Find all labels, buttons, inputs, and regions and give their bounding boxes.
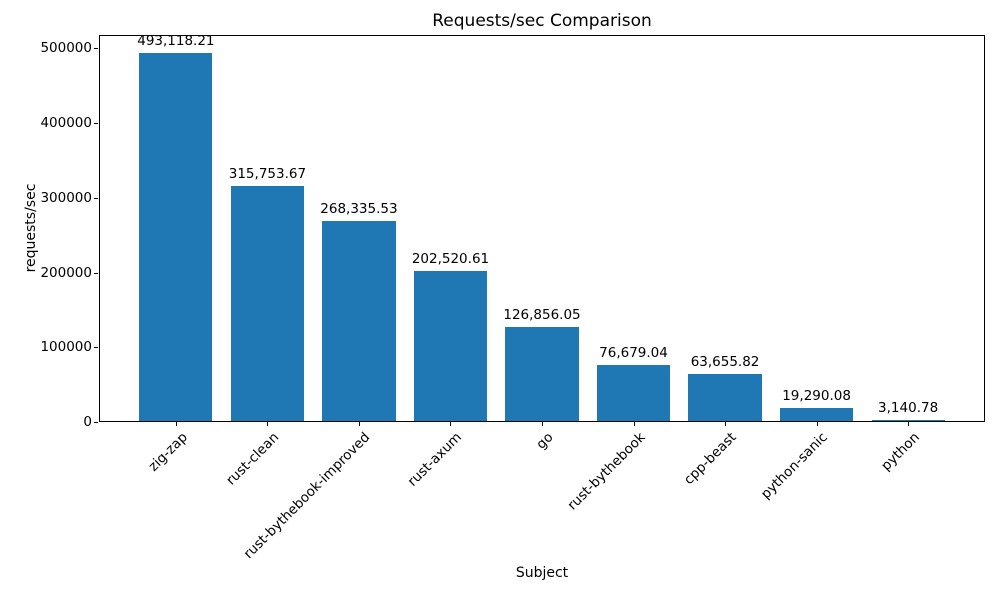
- y-tick-label: 300000: [40, 189, 92, 206]
- bar-rust-bythebook: [596, 364, 671, 421]
- x-tick: [358, 422, 360, 426]
- y-tick-label: 400000: [40, 115, 92, 132]
- bar-value-label: 202,520.61: [411, 250, 490, 267]
- bar-value-label: 3,140.78: [878, 399, 939, 416]
- bar-value-label: 493,118.21: [137, 33, 215, 50]
- bar-value-label: 126,856.05: [503, 307, 581, 324]
- y-tick: [94, 422, 98, 423]
- bar-value-label: 19,290.08: [782, 387, 851, 404]
- bar-value-label: 315,753.67: [228, 165, 307, 182]
- x-tick: [725, 422, 727, 426]
- x-tick: [908, 422, 910, 426]
- y-axis-label: requests/sec: [23, 183, 39, 273]
- x-tick: [542, 422, 543, 426]
- x-axis-label: Subject: [515, 565, 569, 581]
- x-tick-label: rust-bythebook: [564, 429, 649, 514]
- x-tick-label: python: [878, 429, 923, 475]
- x-tick-label: rust-axum: [404, 429, 466, 490]
- y-tick: [94, 197, 98, 199]
- bar-rust-axum: [413, 270, 488, 421]
- y-tick: [94, 123, 98, 125]
- y-tick: [94, 48, 98, 50]
- y-tick-label: 0: [83, 414, 92, 430]
- x-tick-label: go: [533, 429, 557, 453]
- y-tick: [94, 272, 98, 274]
- bar-zig-zap: [139, 53, 213, 421]
- y-tick-label: 500000: [40, 40, 92, 57]
- x-tick-label: rust-clean: [222, 429, 283, 489]
- bar-value-label: 268,335.53: [320, 201, 398, 218]
- x-tick: [450, 422, 452, 426]
- bar-python: [871, 419, 945, 421]
- bar-go: [505, 327, 579, 421]
- x-tick-label: python-sanic: [758, 429, 832, 503]
- bar-value-label: 63,655.82: [690, 354, 760, 371]
- chart-title: Requests/sec Comparison: [432, 11, 652, 31]
- bar-value-label: 76,679.04: [599, 344, 668, 361]
- x-tick: [816, 422, 818, 426]
- x-tick-label: cpp-beast: [681, 429, 740, 488]
- y-tick-label: 200000: [40, 264, 92, 281]
- bar-python-sanic: [779, 407, 854, 421]
- x-tick-label: zig-zap: [145, 429, 191, 475]
- x-tick: [633, 422, 635, 426]
- bar-rust-bythebook-improved: [322, 221, 396, 421]
- x-tick: [175, 422, 177, 426]
- bar-rust-clean: [230, 185, 305, 421]
- y-tick-label: 100000: [40, 339, 92, 356]
- bar-cpp-beast: [688, 374, 762, 421]
- y-tick: [94, 347, 98, 349]
- x-tick: [267, 422, 269, 426]
